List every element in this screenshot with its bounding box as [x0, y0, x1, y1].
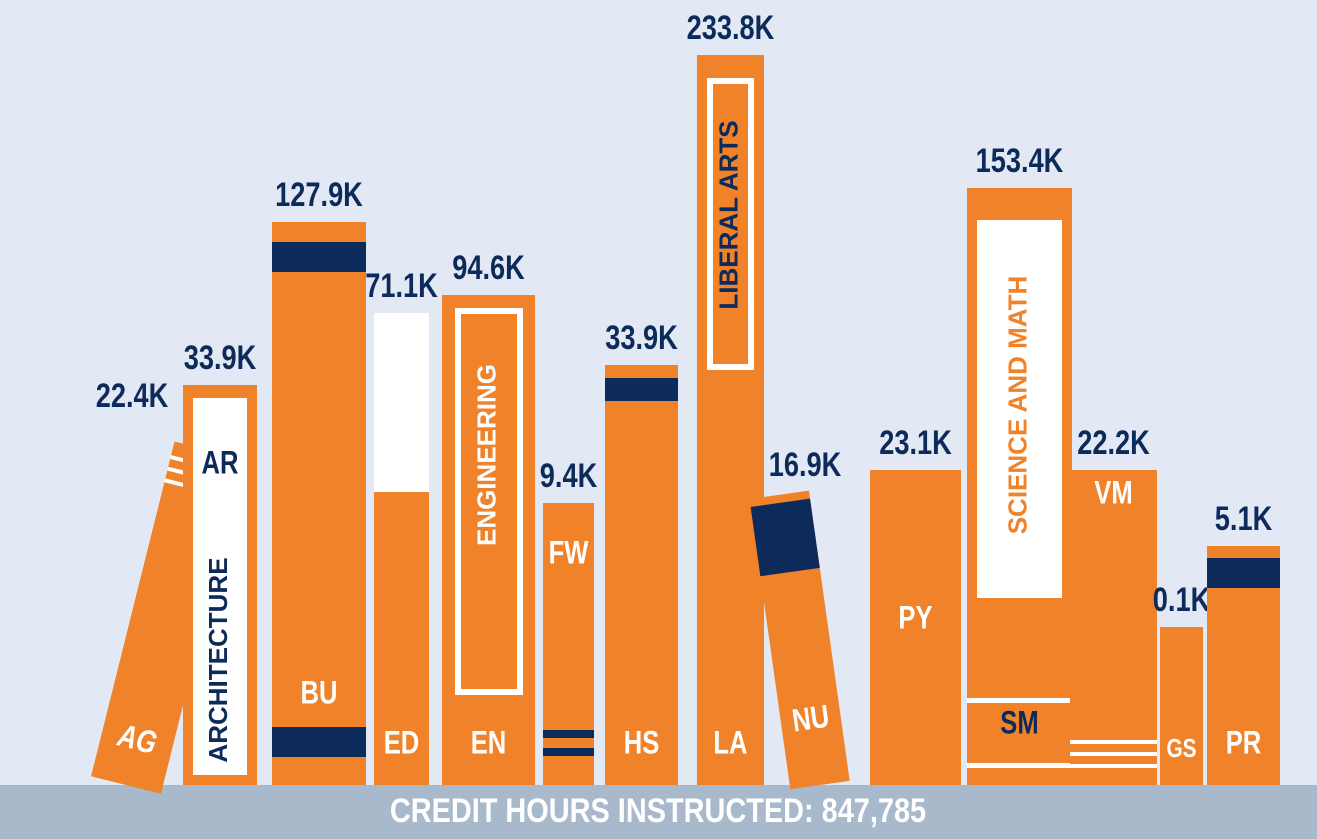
book: FW	[543, 503, 594, 785]
spine-title: ARCHITECTURE	[203, 557, 233, 762]
book: LIBERAL ARTS LA	[697, 55, 764, 785]
value-label: 22.4K	[96, 376, 169, 415]
value-label: 94.6K	[452, 248, 525, 287]
book-code: NU	[790, 699, 832, 739]
spine-title: SCIENCE AND MATH	[1002, 276, 1032, 535]
book-band	[751, 499, 820, 577]
book-band	[543, 730, 594, 738]
value-label: 22.2K	[1077, 423, 1150, 462]
book-band	[543, 748, 594, 756]
value-label: 16.9K	[769, 445, 842, 484]
book-cover	[605, 365, 678, 785]
book-stripe	[967, 698, 1072, 703]
book-code: GS	[1166, 734, 1196, 763]
book: SCIENCE AND MATH SM	[967, 188, 1072, 785]
book-stripe	[1070, 752, 1157, 756]
book-code: VM	[1094, 476, 1132, 511]
book-stripe	[1070, 740, 1157, 744]
book-band	[605, 378, 678, 401]
value-label: 0.1K	[1153, 580, 1210, 619]
infographic: CREDIT HOURS INSTRUCTED: 847,785 AG22.4K…	[0, 0, 1317, 839]
book: ENGINEERING EN	[442, 295, 535, 785]
book: BU	[272, 222, 366, 785]
value-label: 9.4K	[540, 456, 597, 495]
book: ARCHITECTURE AR	[183, 385, 257, 785]
book-stripe	[967, 763, 1072, 768]
book: ED	[374, 313, 429, 785]
spine-title: LIBERAL ARTS	[713, 120, 743, 309]
value-label: 23.1K	[879, 423, 952, 462]
spine-title: ENGINEERING	[471, 364, 501, 546]
footer-title: CREDIT HOURS INSTRUCTED: 847,785	[390, 791, 926, 830]
book-code: PY	[898, 601, 932, 636]
value-label: 5.1K	[1215, 499, 1272, 538]
book-code: AR	[202, 446, 239, 481]
book-cover	[1070, 470, 1157, 785]
book: PR	[1207, 546, 1280, 785]
book: HS	[605, 365, 678, 785]
book-code: PR	[1226, 726, 1262, 761]
book-code: ED	[384, 726, 420, 761]
book: VM	[1070, 470, 1157, 785]
book-code: LA	[713, 726, 747, 761]
book-band	[272, 727, 366, 757]
book-band	[272, 242, 366, 272]
book-code: EN	[471, 726, 507, 761]
book-code: SM	[1000, 706, 1038, 741]
book-stripe	[1070, 764, 1157, 768]
book-band	[374, 313, 429, 492]
book-code: FW	[549, 536, 589, 571]
value-label: 33.9K	[184, 338, 257, 377]
value-label: 153.4K	[976, 141, 1064, 180]
book: PY	[870, 470, 961, 785]
book: GS	[1160, 627, 1203, 785]
value-label: 71.1K	[365, 266, 438, 305]
book-band	[1207, 558, 1280, 588]
value-label: 33.9K	[605, 318, 678, 357]
value-label: 127.9K	[275, 175, 363, 214]
book-code: BU	[301, 676, 338, 711]
value-label: 233.8K	[687, 8, 775, 47]
book-code: HS	[624, 726, 660, 761]
